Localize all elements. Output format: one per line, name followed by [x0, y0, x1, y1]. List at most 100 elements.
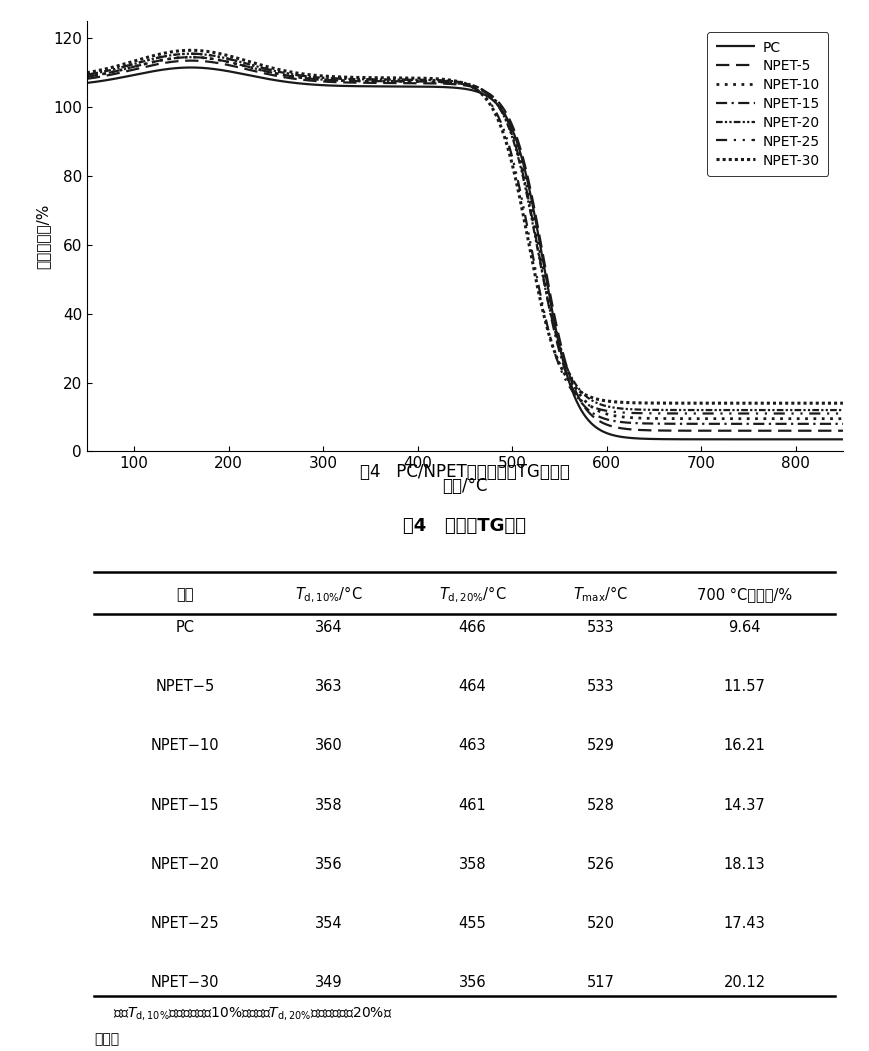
NPET-10: [838, 412, 848, 425]
NPET-5: [213, 57, 223, 69]
Text: 349: 349: [315, 975, 342, 990]
NPET-10: [82, 70, 92, 83]
NPET-15: [186, 50, 196, 63]
NPET-15: [82, 70, 92, 83]
PC: [405, 80, 415, 92]
NPET-20: [213, 50, 223, 63]
Text: NPET−15: NPET−15: [151, 798, 220, 812]
Text: 17.43: 17.43: [724, 916, 766, 931]
NPET-30: [213, 47, 223, 60]
Text: 461: 461: [459, 798, 487, 812]
PC: [372, 80, 382, 92]
Text: 11.57: 11.57: [724, 679, 766, 695]
Text: NPET−20: NPET−20: [151, 857, 220, 871]
NPET-25: [741, 407, 752, 419]
PC: [741, 433, 752, 446]
NPET-30: [838, 397, 848, 410]
NPET-10: [372, 75, 382, 87]
Text: NPET−10: NPET−10: [151, 739, 220, 754]
Text: NPET−30: NPET−30: [151, 975, 220, 990]
Text: 533: 533: [587, 620, 614, 635]
Text: 表4   样品的TG数据: 表4 样品的TG数据: [403, 517, 527, 535]
Text: 528: 528: [587, 798, 615, 812]
PC: [186, 61, 196, 74]
NPET-30: [823, 397, 833, 410]
Text: 466: 466: [459, 620, 487, 635]
PC: [213, 63, 223, 76]
X-axis label: 温度/°C: 温度/°C: [442, 477, 488, 495]
NPET-25: [372, 74, 382, 86]
NPET-10: [405, 75, 415, 87]
Text: 360: 360: [315, 739, 342, 754]
Line: PC: PC: [87, 67, 843, 439]
Line: NPET-25: NPET-25: [87, 54, 843, 413]
NPET-15: [213, 54, 223, 66]
NPET-20: [82, 68, 92, 81]
NPET-20: [372, 74, 382, 86]
Text: 526: 526: [587, 857, 615, 871]
Text: 18.13: 18.13: [724, 857, 766, 871]
Line: NPET-5: NPET-5: [87, 61, 843, 431]
NPET-15: [168, 51, 178, 64]
Y-axis label: 质量保持率/%: 质量保持率/%: [36, 204, 50, 269]
Text: 463: 463: [459, 739, 487, 754]
Text: 354: 354: [315, 916, 342, 931]
NPET-30: [82, 66, 92, 79]
NPET-10: [823, 412, 833, 425]
Text: $T_{\rm max}$/°C: $T_{\rm max}$/°C: [574, 584, 628, 604]
NPET-20: [838, 404, 848, 416]
NPET-15: [405, 75, 415, 87]
Legend: PC, NPET-5, NPET-10, NPET-15, NPET-20, NPET-25, NPET-30: PC, NPET-5, NPET-10, NPET-15, NPET-20, N…: [707, 33, 828, 177]
Text: 363: 363: [315, 679, 342, 695]
Text: 517: 517: [587, 975, 615, 990]
NPET-20: [186, 47, 196, 60]
NPET-15: [741, 417, 752, 430]
NPET-5: [741, 425, 752, 437]
NPET-5: [82, 73, 92, 85]
Text: 356: 356: [315, 857, 342, 871]
NPET-25: [168, 48, 178, 61]
Text: 注：$T_{\rm d,10\%}$表示失重率为10%的温度；$T_{\rm d,20\%}$表示失重率为20%的: 注：$T_{\rm d,10\%}$表示失重率为10%的温度；$T_{\rm d…: [113, 1005, 393, 1022]
Text: 700 °C残炭率/%: 700 °C残炭率/%: [697, 586, 793, 602]
Text: 16.21: 16.21: [724, 739, 766, 754]
Text: 样品: 样品: [176, 586, 194, 602]
Text: 14.37: 14.37: [724, 798, 766, 812]
Line: NPET-10: NPET-10: [87, 57, 843, 418]
NPET-20: [741, 404, 752, 416]
Text: 358: 358: [315, 798, 342, 812]
PC: [838, 433, 848, 446]
NPET-20: [823, 404, 833, 416]
PC: [823, 433, 833, 446]
Text: 9.64: 9.64: [728, 620, 761, 635]
Text: 533: 533: [587, 679, 614, 695]
NPET-5: [186, 55, 196, 67]
NPET-5: [838, 425, 848, 437]
Line: NPET-20: NPET-20: [87, 54, 843, 410]
NPET-15: [823, 417, 833, 430]
Text: $T_{\rm d,20\%}$/°C: $T_{\rm d,20\%}$/°C: [439, 584, 507, 604]
NPET-30: [168, 45, 178, 58]
Text: NPET−5: NPET−5: [156, 679, 215, 695]
Line: NPET-15: NPET-15: [87, 57, 843, 424]
NPET-5: [405, 77, 415, 89]
NPET-20: [405, 74, 415, 86]
NPET-25: [823, 407, 833, 419]
Text: NPET−25: NPET−25: [151, 916, 220, 931]
NPET-5: [823, 425, 833, 437]
NPET-5: [168, 56, 178, 68]
NPET-20: [168, 48, 178, 61]
NPET-25: [838, 407, 848, 419]
NPET-25: [213, 50, 223, 63]
NPET-30: [186, 44, 196, 57]
NPET-30: [372, 71, 382, 84]
NPET-10: [741, 412, 752, 425]
Text: 温度。: 温度。: [95, 1033, 120, 1047]
NPET-30: [741, 397, 752, 410]
NPET-15: [372, 75, 382, 87]
Text: PC: PC: [176, 620, 195, 635]
NPET-30: [405, 71, 415, 84]
Text: $T_{\rm d,10\%}$/°C: $T_{\rm d,10\%}$/°C: [295, 584, 362, 604]
Text: 356: 356: [459, 975, 487, 990]
PC: [168, 62, 178, 75]
Text: 464: 464: [459, 679, 487, 695]
